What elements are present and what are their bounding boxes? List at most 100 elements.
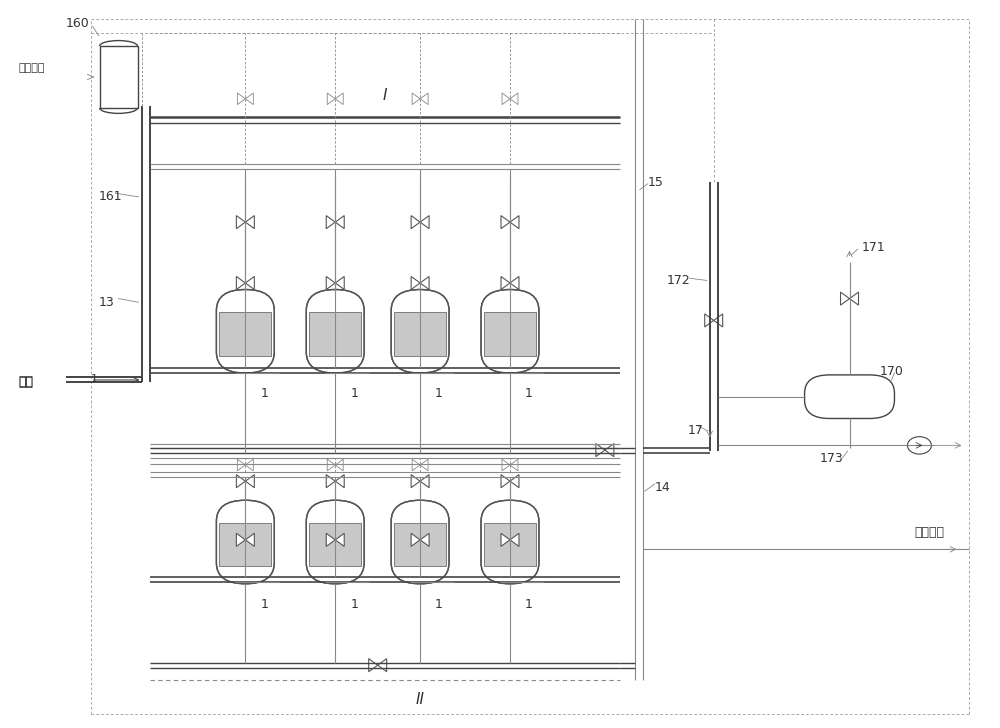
Bar — [484, 312, 536, 355]
Polygon shape — [596, 443, 605, 456]
Polygon shape — [501, 277, 510, 290]
Polygon shape — [378, 659, 387, 672]
Polygon shape — [510, 475, 519, 488]
Text: 压缩空气: 压缩空气 — [19, 63, 45, 73]
Text: 173: 173 — [820, 452, 843, 465]
Polygon shape — [510, 93, 518, 105]
Polygon shape — [510, 534, 519, 547]
Polygon shape — [236, 534, 245, 547]
Text: 13: 13 — [99, 296, 114, 309]
Bar — [219, 312, 271, 355]
Polygon shape — [335, 277, 344, 290]
Polygon shape — [850, 292, 859, 305]
Polygon shape — [327, 459, 335, 471]
Polygon shape — [335, 534, 344, 547]
Polygon shape — [412, 93, 420, 105]
Polygon shape — [420, 277, 429, 290]
Polygon shape — [326, 277, 335, 290]
Polygon shape — [502, 93, 510, 105]
Bar — [219, 523, 271, 566]
Polygon shape — [714, 314, 723, 327]
Polygon shape — [411, 475, 420, 488]
Text: 进水: 进水 — [19, 375, 34, 388]
Polygon shape — [237, 93, 245, 105]
Polygon shape — [335, 475, 344, 488]
Polygon shape — [245, 277, 254, 290]
Polygon shape — [236, 277, 245, 290]
Polygon shape — [245, 534, 254, 547]
Polygon shape — [412, 459, 420, 471]
Polygon shape — [335, 459, 343, 471]
Polygon shape — [841, 292, 850, 305]
Polygon shape — [605, 443, 614, 456]
FancyBboxPatch shape — [391, 500, 449, 584]
Polygon shape — [327, 93, 335, 105]
Text: 1: 1 — [525, 387, 533, 400]
Polygon shape — [510, 459, 518, 471]
FancyBboxPatch shape — [391, 290, 449, 373]
Text: 172: 172 — [667, 274, 691, 287]
Polygon shape — [510, 277, 519, 290]
Text: 净化出水: 净化出水 — [914, 526, 944, 539]
Polygon shape — [411, 277, 420, 290]
Polygon shape — [420, 534, 429, 547]
Text: 170: 170 — [879, 365, 903, 378]
Text: 1: 1 — [91, 373, 98, 384]
Polygon shape — [245, 459, 253, 471]
Polygon shape — [335, 93, 343, 105]
Bar — [309, 312, 361, 355]
Polygon shape — [705, 314, 714, 327]
Text: 15: 15 — [648, 176, 664, 189]
FancyBboxPatch shape — [216, 290, 274, 373]
Text: 1: 1 — [350, 598, 358, 611]
Polygon shape — [420, 215, 429, 229]
Text: I: I — [383, 87, 387, 103]
Text: II: II — [416, 692, 425, 707]
Polygon shape — [510, 215, 519, 229]
Text: 1: 1 — [435, 598, 443, 611]
Bar — [484, 523, 536, 566]
FancyBboxPatch shape — [481, 500, 539, 584]
Polygon shape — [236, 475, 245, 488]
Text: 1: 1 — [260, 598, 268, 611]
Text: 进水: 进水 — [19, 376, 34, 389]
Bar — [100, 46, 138, 108]
Polygon shape — [236, 215, 245, 229]
Circle shape — [907, 437, 931, 454]
Polygon shape — [245, 475, 254, 488]
Text: 14: 14 — [655, 481, 671, 494]
Polygon shape — [501, 534, 510, 547]
Polygon shape — [411, 534, 420, 547]
Text: 1: 1 — [260, 387, 268, 400]
Text: 160: 160 — [66, 17, 89, 31]
Polygon shape — [369, 659, 378, 672]
Polygon shape — [237, 459, 245, 471]
Polygon shape — [245, 93, 253, 105]
Polygon shape — [411, 215, 420, 229]
Bar — [309, 523, 361, 566]
Polygon shape — [420, 459, 428, 471]
FancyBboxPatch shape — [306, 290, 364, 373]
Text: 1: 1 — [350, 387, 358, 400]
FancyBboxPatch shape — [805, 375, 894, 419]
Polygon shape — [335, 215, 344, 229]
Text: 161: 161 — [99, 191, 122, 203]
Text: 1: 1 — [525, 598, 533, 611]
Text: 171: 171 — [861, 241, 885, 254]
Text: 1: 1 — [435, 387, 443, 400]
Polygon shape — [420, 93, 428, 105]
Polygon shape — [502, 459, 510, 471]
Text: 17: 17 — [688, 424, 704, 438]
FancyBboxPatch shape — [481, 290, 539, 373]
Polygon shape — [501, 475, 510, 488]
Bar — [394, 523, 446, 566]
Bar — [394, 312, 446, 355]
Polygon shape — [326, 215, 335, 229]
FancyBboxPatch shape — [216, 500, 274, 584]
Polygon shape — [420, 475, 429, 488]
FancyBboxPatch shape — [306, 500, 364, 584]
Polygon shape — [501, 215, 510, 229]
Polygon shape — [245, 215, 254, 229]
Polygon shape — [326, 475, 335, 488]
Polygon shape — [326, 534, 335, 547]
